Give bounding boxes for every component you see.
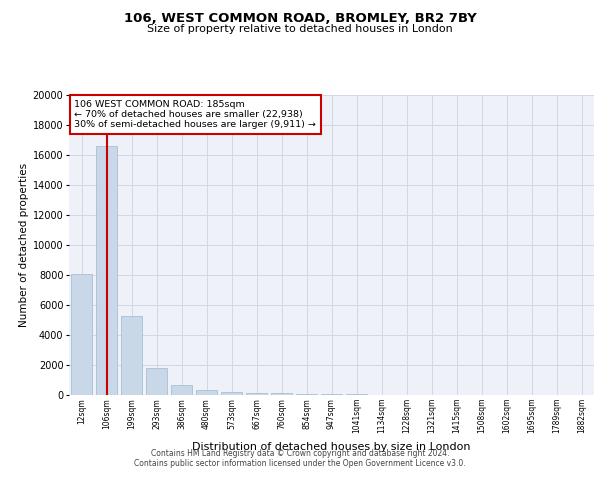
Bar: [321, 394, 342, 395]
Bar: [121, 316, 142, 395]
Bar: [71, 274, 92, 395]
X-axis label: Distribution of detached houses by size in London: Distribution of detached houses by size …: [192, 442, 471, 452]
Bar: [96, 146, 117, 395]
Bar: [146, 368, 167, 395]
Bar: [296, 394, 317, 395]
Bar: [271, 393, 292, 395]
Bar: [221, 392, 242, 395]
Bar: [196, 390, 217, 395]
Bar: [171, 385, 192, 395]
Text: 106 WEST COMMON ROAD: 185sqm
← 70% of detached houses are smaller (22,938)
30% o: 106 WEST COMMON ROAD: 185sqm ← 70% of de…: [74, 100, 316, 130]
Text: 106, WEST COMMON ROAD, BROMLEY, BR2 7BY: 106, WEST COMMON ROAD, BROMLEY, BR2 7BY: [124, 12, 476, 26]
Bar: [246, 393, 267, 395]
Text: Contains HM Land Registry data © Crown copyright and database right 2024.: Contains HM Land Registry data © Crown c…: [151, 448, 449, 458]
Bar: [346, 394, 367, 395]
Y-axis label: Number of detached properties: Number of detached properties: [19, 163, 29, 327]
Text: Contains public sector information licensed under the Open Government Licence v3: Contains public sector information licen…: [134, 458, 466, 468]
Text: Size of property relative to detached houses in London: Size of property relative to detached ho…: [147, 24, 453, 34]
